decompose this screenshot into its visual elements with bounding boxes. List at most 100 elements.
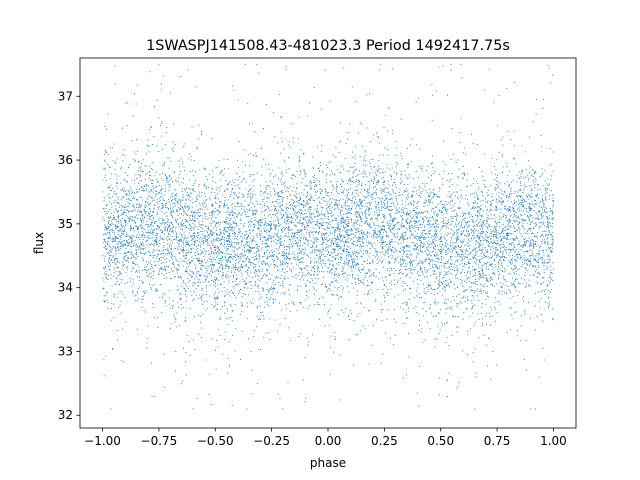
data-point (270, 278, 272, 280)
data-point (387, 208, 389, 211)
data-point (546, 211, 548, 213)
data-point (291, 222, 293, 224)
data-point (377, 208, 379, 210)
data-point (355, 185, 357, 188)
data-point (388, 235, 390, 237)
data-point (330, 212, 332, 214)
data-point (466, 222, 468, 224)
data-point (271, 209, 273, 211)
data-point (464, 264, 466, 266)
data-point (121, 213, 123, 215)
data-point (108, 201, 110, 203)
data-point (486, 239, 488, 242)
data-point (162, 238, 164, 240)
data-point (327, 213, 329, 215)
data-point (400, 306, 402, 308)
data-point (489, 225, 491, 227)
data-point (398, 191, 400, 194)
data-point (460, 63, 462, 65)
data-point (255, 271, 257, 273)
data-point (500, 217, 502, 219)
data-point (329, 308, 331, 310)
data-point (219, 283, 221, 286)
data-point (397, 236, 399, 238)
data-point (121, 268, 123, 270)
data-point (438, 208, 440, 211)
data-point (404, 174, 406, 176)
data-point (218, 187, 220, 189)
data-point (433, 170, 435, 172)
data-point (470, 290, 472, 292)
data-point (337, 226, 340, 228)
data-point (540, 214, 542, 217)
data-point (447, 209, 449, 211)
data-point (103, 295, 105, 297)
data-point (395, 154, 397, 156)
data-point (234, 192, 236, 194)
data-point (435, 227, 437, 229)
data-point (225, 220, 228, 222)
data-point (459, 215, 461, 217)
data-point (116, 182, 118, 185)
data-point (192, 210, 194, 212)
data-point (226, 249, 228, 251)
data-point (241, 205, 243, 207)
data-point (414, 237, 416, 239)
data-point (117, 214, 120, 216)
data-point (438, 285, 440, 287)
data-point (524, 243, 526, 245)
data-point (482, 179, 484, 182)
data-point (363, 195, 365, 197)
data-point (378, 137, 380, 139)
data-point (295, 215, 297, 217)
data-point (448, 345, 450, 347)
data-point (497, 184, 499, 186)
data-point (180, 158, 182, 160)
data-point (185, 361, 187, 363)
data-point (450, 251, 452, 253)
data-point (363, 260, 365, 263)
data-point (363, 170, 365, 172)
data-point (277, 223, 280, 225)
data-point (158, 219, 160, 221)
data-point (303, 168, 305, 170)
data-point (445, 312, 447, 314)
data-point (259, 305, 262, 307)
data-point (286, 219, 288, 221)
data-point (381, 190, 383, 192)
data-point (141, 214, 143, 216)
data-point (449, 196, 451, 198)
data-point (450, 263, 452, 266)
data-point (317, 225, 319, 227)
data-point (161, 202, 163, 204)
data-point (525, 285, 527, 287)
data-point (523, 262, 526, 264)
data-point (339, 222, 341, 224)
data-point (282, 251, 284, 253)
data-point (194, 200, 196, 202)
data-point (131, 285, 133, 287)
data-point (457, 229, 459, 231)
data-point (290, 339, 292, 342)
data-point (481, 325, 483, 327)
data-point (315, 216, 317, 218)
data-point (281, 204, 283, 206)
data-point (451, 334, 453, 337)
data-point (421, 233, 423, 235)
data-point (205, 237, 207, 239)
data-point (464, 272, 466, 274)
data-point (146, 347, 148, 349)
data-point (151, 196, 153, 198)
data-point (147, 337, 149, 340)
data-point (551, 210, 553, 212)
data-point (520, 214, 522, 216)
data-point (267, 256, 269, 259)
data-point (317, 233, 320, 235)
data-point (358, 183, 360, 185)
data-point (402, 273, 404, 275)
data-point (425, 271, 427, 273)
data-point (266, 274, 268, 276)
data-point (121, 208, 123, 210)
data-point (421, 217, 424, 219)
data-point (215, 167, 217, 169)
